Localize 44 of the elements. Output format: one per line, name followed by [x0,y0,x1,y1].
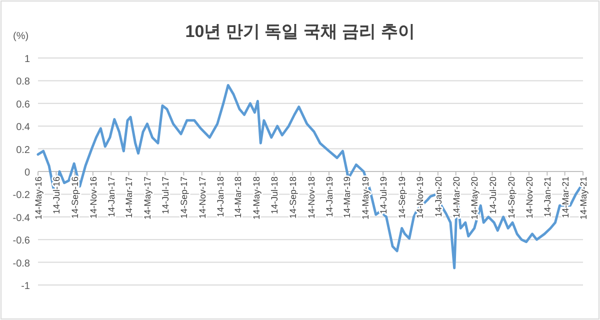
x-tick-label: 14-Nov-19 [415,176,426,219]
y-tick-label: 0 [24,168,30,178]
x-tick-label: 14-Sep-20 [506,176,516,219]
x-tick-label: 14-Jul-17 [160,176,171,214]
x-tick-label: 14-Jul-16 [52,176,62,214]
x-tick-label: 14-May-19 [360,176,370,220]
x-tick-label: 14-Mar-19 [342,176,352,218]
x-tick-label: 14-Mar-18 [233,176,244,218]
x-tick-label: 14-Mar-17 [124,176,134,218]
x-tick-label: 14-Nov-20 [524,176,534,219]
x-tick-label: 14-Jan-21 [542,176,553,218]
y-tick-label: 1 [24,54,30,65]
x-tick-label: 14-Nov-17 [197,176,208,219]
x-tick-label: 14-May-16 [34,176,44,220]
y-tick-label: 0.2 [16,144,30,156]
x-tick-label: 14-Jan-20 [433,176,444,218]
x-tick-label: 14-Mar-21 [560,176,570,218]
x-tick-label: 14-Sep-16 [70,176,80,219]
x-tick-label: 14-Jul-19 [378,176,389,214]
y-tick-label: -0.2 [12,190,30,202]
y-tick-label: 0.6 [16,99,30,110]
x-tick-label: 14-Sep-18 [288,176,298,219]
y-tick-label: -0.6 [12,236,30,247]
x-tick-label: 14-May-21 [578,176,588,220]
x-tick-label: 14-Jul-20 [488,176,498,214]
x-tick-label: 14-Nov-16 [88,176,98,219]
x-tick-label: 14-Sep-17 [179,176,190,219]
x-tick-label: 14-May-17 [142,176,152,220]
x-tick-label: 14-Jul-18 [270,176,280,214]
y-tick-label: -0.8 [12,258,30,270]
x-tick-label: 14-Jan-17 [106,176,117,218]
x-tick-label: 14-May-20 [470,176,480,220]
y-axis-title: (%) [13,31,29,42]
x-tick-label: 14-Jan-18 [216,176,226,218]
y-tick-label: 0.4 [16,122,30,134]
x-tick-label: 14-Sep-19 [397,176,408,219]
x-tick-label: 14-Nov-18 [306,176,316,219]
y-tick-label: -0.4 [12,212,30,224]
x-tick-label: 14-Jan-19 [324,176,335,218]
y-tick-label: -1 [21,281,30,292]
y-tick-label: 0.8 [16,76,30,88]
x-tick-label: 14-Mar-20 [451,176,462,218]
x-tick-label: 14-May-18 [251,176,262,220]
chart-title: 10년 만기 독일 국채 금리 추이 [185,22,415,41]
